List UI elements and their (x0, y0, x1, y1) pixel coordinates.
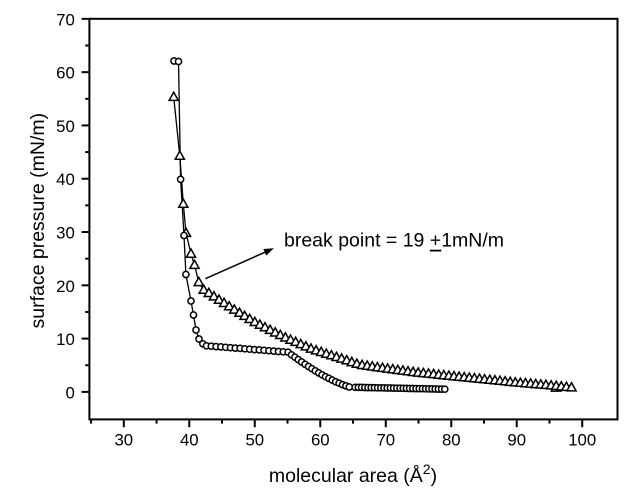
svg-text:60: 60 (56, 64, 75, 83)
svg-text:surface pressure (mN/m): surface pressure (mN/m) (27, 113, 49, 329)
svg-text:60: 60 (311, 431, 330, 450)
svg-text:30: 30 (114, 431, 133, 450)
svg-text:0: 0 (65, 383, 74, 402)
svg-text:10: 10 (56, 330, 75, 349)
svg-text:90: 90 (507, 431, 526, 450)
svg-text:100: 100 (568, 431, 596, 450)
svg-text:break point = 19 +1mN/m: break point = 19 +1mN/m (284, 230, 504, 252)
svg-text:40: 40 (180, 431, 199, 450)
svg-text:50: 50 (56, 117, 75, 136)
svg-text:50: 50 (245, 431, 264, 450)
svg-text:80: 80 (442, 431, 461, 450)
svg-text:70: 70 (56, 10, 75, 29)
svg-text:molecular area (Å2): molecular area (Å2) (269, 461, 437, 487)
svg-text:20: 20 (56, 277, 75, 296)
svg-text:40: 40 (56, 170, 75, 189)
svg-text:70: 70 (376, 431, 395, 450)
svg-text:30: 30 (56, 224, 75, 243)
